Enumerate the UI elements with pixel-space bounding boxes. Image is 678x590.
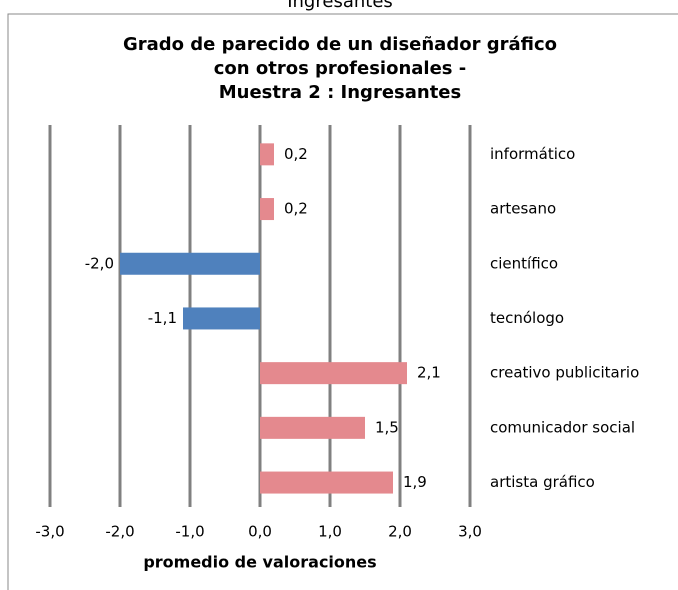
value-label: 1,9 — [403, 473, 427, 491]
category-label: tecnólogo — [490, 309, 564, 327]
chart-title: Muestra 2 : Ingresantes — [219, 82, 461, 103]
bar — [260, 143, 274, 166]
caption: Ingresantes — [287, 0, 393, 12]
category-label: científico — [490, 254, 558, 272]
x-tick-label: 2,0 — [388, 523, 412, 541]
bar — [183, 307, 260, 330]
chart-title: Grado de parecido de un diseñador gráfic… — [123, 34, 557, 55]
bar — [260, 416, 365, 439]
x-tick-label: 0,0 — [248, 523, 272, 541]
category-label: artesano — [490, 200, 556, 218]
chart-frame — [7, 13, 678, 590]
value-label: -2,0 — [85, 254, 114, 272]
x-axis-label: promedio de valoraciones — [143, 553, 376, 572]
bar — [260, 198, 274, 221]
value-label: 1,5 — [375, 418, 399, 436]
category-label: creativo publicitario — [490, 364, 639, 382]
bar — [260, 362, 407, 385]
x-tick-label: 3,0 — [458, 523, 482, 541]
value-label: 0,2 — [284, 200, 308, 218]
bar — [260, 471, 393, 494]
value-label: 0,2 — [284, 145, 308, 163]
value-label: -1,1 — [148, 309, 177, 327]
x-tick-label: -3,0 — [35, 523, 64, 541]
x-tick-label: 1,0 — [318, 523, 342, 541]
category-label: artista gráfico — [490, 473, 595, 491]
bar — [120, 252, 260, 275]
x-tick-label: -2,0 — [105, 523, 134, 541]
value-label: 2,1 — [417, 364, 441, 382]
category-label: informático — [490, 145, 575, 163]
chart-title: con otros profesionales - — [214, 58, 467, 79]
x-tick-label: -1,0 — [175, 523, 204, 541]
category-label: comunicador social — [490, 418, 635, 436]
